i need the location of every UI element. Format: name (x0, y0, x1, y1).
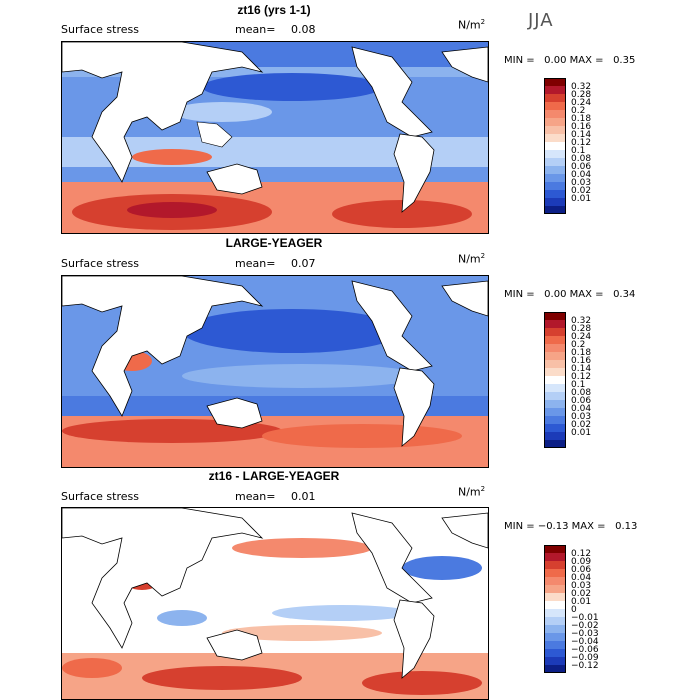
panel-3-minmax: MIN = −0.13 MAX = 0.13 (504, 521, 638, 532)
panel-3-map (61, 507, 489, 700)
panel-3-title: zt16 - LARGE-YEAGER (208, 469, 340, 483)
panel-2-units: N/m2 (458, 252, 486, 266)
panel-2-title: LARGE-YEAGER (225, 236, 323, 250)
panel-2-mean-label: mean= (235, 257, 276, 270)
panel-1-mean-label: mean= (235, 23, 276, 36)
panel-2-minmax: MIN = 0.00 MAX = 0.34 (504, 289, 636, 300)
panel-1-units: N/m2 (458, 18, 486, 32)
panel-1-colorbar-labels: 0.32 0.28 0.24 0.2 0.18 0.16 0.14 0.12 0.1 0.08 0.… (571, 82, 592, 204)
panel-3-colorbar (544, 545, 566, 673)
panel-2-colorbar (544, 312, 566, 448)
panel-3-mean-value: 0.01 (291, 490, 316, 503)
panel-2-colorbar-labels: 0.32 0.28 0.24 0.2 0.18 0.16 0.14 0.12 0.1 0.08 0.… (571, 316, 592, 438)
panel-1-mean-value: 0.08 (291, 23, 316, 36)
panel-3-colorbar-labels: 0.12 0.09 0.06 0.04 0.03 0.02 0.01 0 −0.01 −0.02−… (571, 549, 599, 671)
panel-1-colorbar (544, 78, 566, 214)
panel-3-mean-label: mean= (235, 490, 276, 503)
panel-1-minmax: MIN = 0.00 MAX = 0.35 (504, 55, 636, 66)
season-label: JJA (528, 10, 554, 31)
panel-1-map (61, 41, 489, 234)
panel-2-map (61, 275, 489, 468)
panel-1-field-label: Surface stress (61, 23, 139, 36)
panel-2-mean-value: 0.07 (291, 257, 316, 270)
panel-2-field-label: Surface stress (61, 257, 139, 270)
panel-1-title: zt16 (yrs 1-1) (237, 3, 311, 17)
panel-3-units: N/m2 (458, 485, 486, 499)
panel-3-field-label: Surface stress (61, 490, 139, 503)
